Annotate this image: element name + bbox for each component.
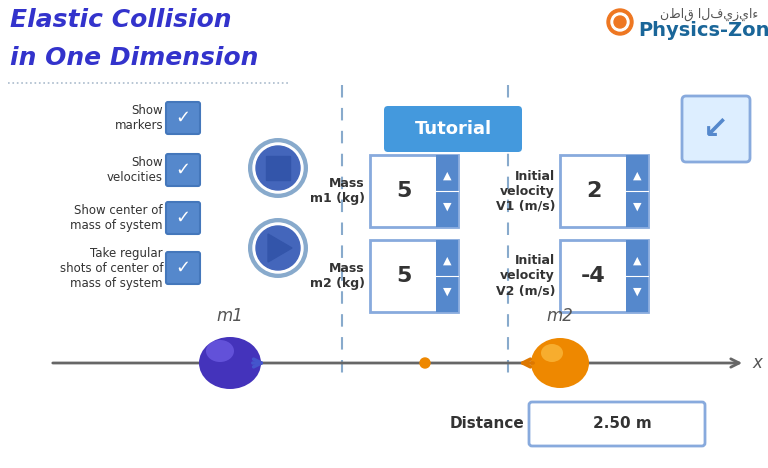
Text: Mass
m1 (kg): Mass m1 (kg): [310, 177, 365, 205]
Text: ✓: ✓: [175, 109, 190, 127]
Polygon shape: [268, 234, 292, 262]
Text: ▲: ▲: [633, 255, 641, 265]
Text: Take regular
shots of center of
mass of system: Take regular shots of center of mass of …: [59, 247, 163, 290]
Text: ↙: ↙: [703, 115, 729, 144]
Circle shape: [253, 223, 303, 273]
FancyBboxPatch shape: [384, 106, 522, 152]
Text: ▲: ▲: [633, 170, 641, 180]
FancyBboxPatch shape: [266, 156, 290, 180]
FancyBboxPatch shape: [436, 240, 458, 312]
Text: 5: 5: [396, 266, 411, 286]
Circle shape: [614, 16, 626, 28]
Circle shape: [248, 218, 308, 278]
Text: in One Dimension: in One Dimension: [10, 46, 258, 70]
Text: ✓: ✓: [175, 209, 190, 227]
Ellipse shape: [541, 344, 563, 362]
Text: 5: 5: [396, 181, 411, 201]
Text: نطاق الفيزياء: نطاق الفيزياء: [660, 8, 758, 21]
Text: m1: m1: [217, 307, 243, 325]
Text: Physics-Zone.com: Physics-Zone.com: [638, 21, 768, 39]
Text: Distance: Distance: [449, 417, 524, 431]
FancyBboxPatch shape: [560, 155, 648, 227]
Ellipse shape: [206, 340, 234, 362]
FancyBboxPatch shape: [560, 240, 648, 312]
Text: x: x: [752, 354, 762, 372]
Text: ▼: ▼: [442, 202, 452, 212]
FancyBboxPatch shape: [370, 240, 458, 312]
FancyBboxPatch shape: [166, 252, 200, 284]
FancyBboxPatch shape: [626, 155, 648, 227]
Circle shape: [607, 9, 633, 35]
Text: Initial
velocity
V1 (m/s): Initial velocity V1 (m/s): [495, 169, 555, 212]
Text: ✓: ✓: [175, 259, 190, 277]
Ellipse shape: [199, 337, 261, 389]
Circle shape: [256, 146, 300, 190]
Ellipse shape: [531, 338, 589, 388]
Circle shape: [420, 358, 430, 368]
Text: ▲: ▲: [442, 170, 452, 180]
FancyBboxPatch shape: [166, 102, 200, 134]
Text: Show
markers: Show markers: [114, 104, 163, 132]
FancyBboxPatch shape: [529, 402, 705, 446]
Circle shape: [253, 143, 303, 193]
Circle shape: [256, 226, 300, 270]
Text: ✓: ✓: [175, 161, 190, 179]
Text: 2.50 m: 2.50 m: [593, 417, 651, 431]
Text: 2: 2: [586, 181, 601, 201]
Text: Elastic Collision: Elastic Collision: [10, 8, 231, 32]
Text: m2: m2: [547, 307, 574, 325]
FancyBboxPatch shape: [626, 240, 648, 312]
Text: ▼: ▼: [442, 287, 452, 297]
Circle shape: [248, 138, 308, 198]
FancyBboxPatch shape: [370, 155, 458, 227]
Circle shape: [611, 13, 629, 31]
Text: Initial
velocity
V2 (m/s): Initial velocity V2 (m/s): [495, 255, 555, 298]
FancyBboxPatch shape: [166, 202, 200, 234]
Text: Tutorial: Tutorial: [415, 120, 492, 138]
Text: ▲: ▲: [442, 255, 452, 265]
Text: -4: -4: [581, 266, 606, 286]
FancyBboxPatch shape: [436, 155, 458, 227]
FancyBboxPatch shape: [682, 96, 750, 162]
Text: Show center of
mass of system: Show center of mass of system: [71, 204, 163, 232]
Text: Show
velocities: Show velocities: [107, 156, 163, 184]
FancyBboxPatch shape: [166, 154, 200, 186]
Text: ▼: ▼: [633, 202, 641, 212]
Text: ▼: ▼: [633, 287, 641, 297]
Text: Mass
m2 (kg): Mass m2 (kg): [310, 262, 365, 290]
